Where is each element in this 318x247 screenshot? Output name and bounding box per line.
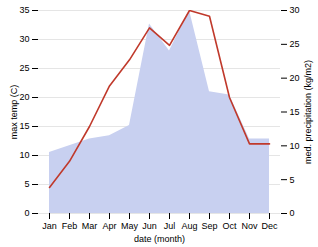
- svg-text:Jun: Jun: [142, 221, 157, 231]
- svg-text:30: 30: [19, 34, 29, 44]
- svg-text:Jul: Jul: [164, 221, 176, 231]
- svg-text:20: 20: [290, 73, 300, 83]
- svg-text:Aug: Aug: [181, 221, 197, 231]
- svg-text:Feb: Feb: [62, 221, 78, 231]
- svg-text:15: 15: [19, 121, 29, 131]
- svg-text:5: 5: [290, 175, 295, 185]
- svg-text:25: 25: [19, 63, 29, 73]
- svg-text:20: 20: [19, 92, 29, 102]
- svg-text:25: 25: [290, 39, 300, 49]
- svg-text:Mar: Mar: [82, 221, 98, 231]
- svg-text:Oct: Oct: [222, 221, 237, 231]
- svg-text:max temp (C): max temp (C): [9, 85, 19, 140]
- svg-text:5: 5: [24, 179, 29, 189]
- svg-text:10: 10: [19, 150, 29, 160]
- svg-text:Dec: Dec: [261, 221, 278, 231]
- svg-text:Nov: Nov: [241, 221, 258, 231]
- svg-text:15: 15: [290, 107, 300, 117]
- svg-text:10: 10: [290, 141, 300, 151]
- svg-text:0: 0: [290, 208, 295, 218]
- svg-text:Apr: Apr: [102, 221, 116, 231]
- svg-text:30: 30: [290, 5, 300, 15]
- svg-text:0: 0: [24, 208, 29, 218]
- svg-text:Sep: Sep: [201, 221, 217, 231]
- svg-text:med. precipitation (kg/m2): med. precipitation (kg/m2): [303, 60, 313, 164]
- svg-text:Jan: Jan: [42, 221, 57, 231]
- svg-text:date (month): date (month): [134, 234, 185, 244]
- svg-text:May: May: [121, 221, 139, 231]
- svg-text:35: 35: [19, 5, 29, 15]
